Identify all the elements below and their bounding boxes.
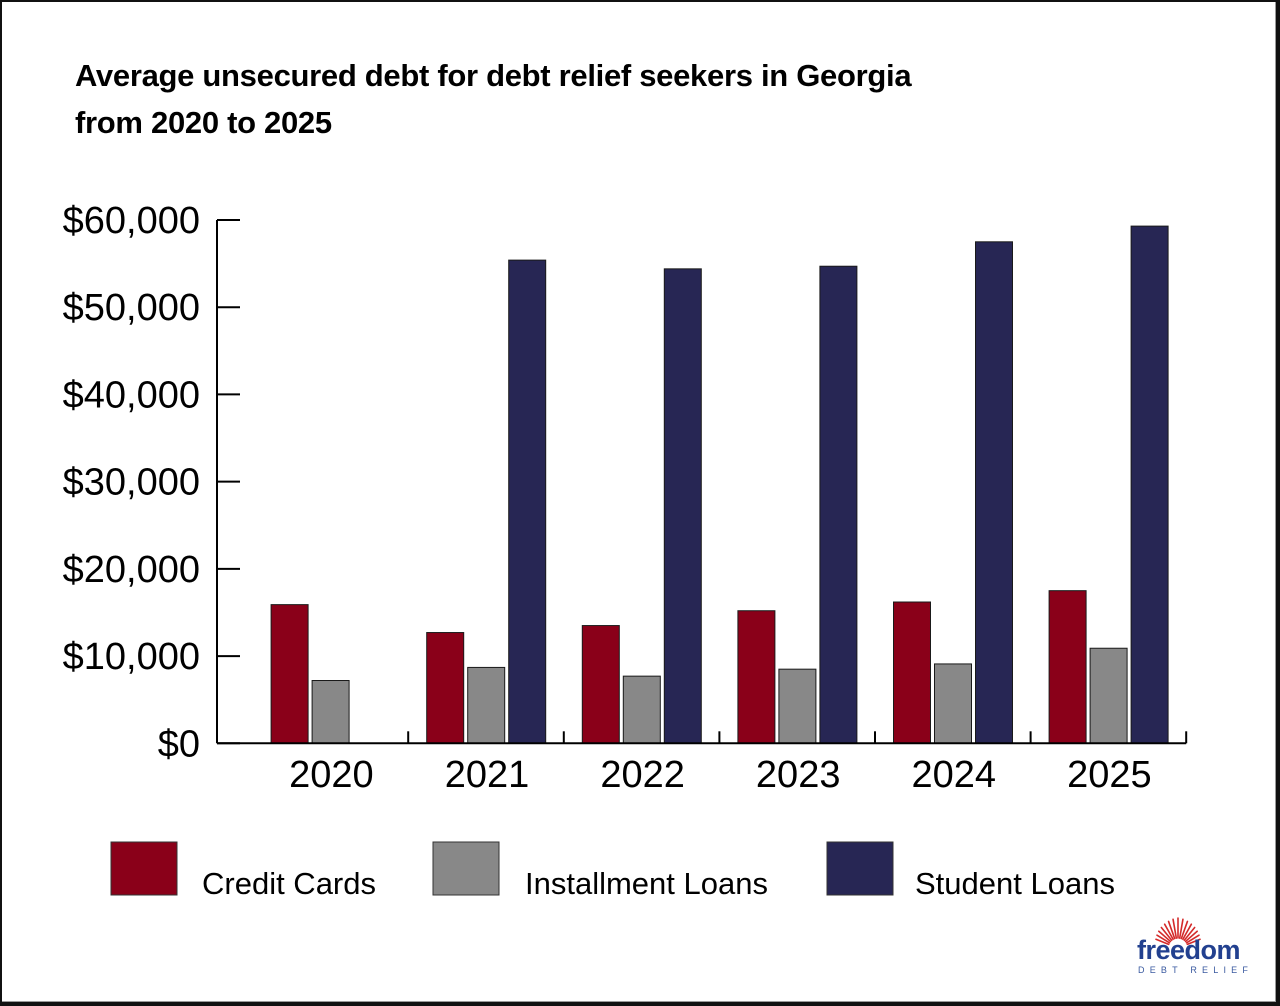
x-tick-label: 2023: [756, 754, 841, 796]
logo-wordmark: freedom: [1137, 935, 1241, 965]
x-axis: 2020 2021 2022 2023 2024 2025: [217, 731, 1188, 796]
bar-student-loans-2022: [663, 268, 702, 744]
bars: [270, 225, 1169, 744]
x-tick-label: 2024: [912, 754, 997, 796]
chart-title: Average unsecured debt for debt relief s…: [75, 52, 1175, 146]
y-tick-label: $0: [158, 723, 200, 765]
bar-installment-loans-2020: [311, 680, 350, 744]
x-tick-label: 2021: [445, 754, 530, 796]
bar-credit-cards-2023: [737, 610, 776, 744]
bar-student-loans-2024: [975, 241, 1013, 744]
bar-installment-loans-2021: [467, 666, 506, 744]
bar-group-2024: [893, 241, 1013, 744]
legend: Credit Cards Installment Loans Student Loa…: [110, 841, 1115, 901]
bar-student-loans-2023: [819, 265, 858, 744]
bar-group-2025: [1048, 225, 1169, 744]
bar-group-2023: [737, 265, 858, 744]
x-tick-label: 2020: [289, 754, 374, 796]
legend-label: Student Loans: [915, 866, 1115, 901]
bar-student-loans-2025: [1130, 225, 1169, 744]
chart-title-line-1: Average unsecured debt for debt relief s…: [75, 58, 912, 93]
y-tick-label: $20,000: [63, 549, 200, 591]
legend-label: Installment Loans: [525, 866, 768, 901]
bar-installment-loans-2022: [622, 675, 661, 744]
bar-credit-cards-2024: [893, 601, 931, 744]
bar-group-2021: [426, 259, 547, 744]
x-tick-label: 2022: [600, 754, 685, 796]
bar-student-loans-2021: [508, 259, 547, 744]
legend-swatch: [826, 841, 894, 896]
legend-item-credit-cards: Credit Cards: [110, 841, 376, 901]
bar-installment-loans-2023: [778, 668, 817, 744]
bar-credit-cards-2025: [1048, 590, 1087, 744]
y-tick-label: $60,000: [63, 200, 200, 242]
x-tick-label: 2025: [1067, 754, 1152, 796]
bar-group-2022: [581, 268, 702, 744]
chart-title-line-2: from 2020 to 2025: [75, 105, 332, 140]
sunburst-icon: [1155, 917, 1201, 946]
bar-credit-cards-2021: [426, 632, 465, 744]
bar-credit-cards-2020: [270, 604, 309, 744]
legend-swatch: [432, 841, 500, 896]
legend-item-installment-loans: Installment Loans: [432, 841, 768, 901]
y-axis: $0 $10,000 $20,000 $30,000 $40,000 $50,000 $60…: [63, 200, 240, 765]
y-tick-label: $50,000: [63, 287, 200, 329]
bar-credit-cards-2022: [581, 625, 620, 744]
y-tick-label: $10,000: [63, 636, 200, 678]
legend-swatch: [110, 841, 178, 896]
legend-item-student-loans: Student Loans: [826, 841, 1115, 901]
y-tick-label: $30,000: [63, 462, 200, 504]
bar-group-2020: [270, 604, 350, 744]
logo-tagline: DEBT RELIEF: [1138, 965, 1254, 975]
y-tick-label: $40,000: [63, 374, 200, 416]
freedom-debt-relief-logo: freedom DEBT RELIEF: [1134, 908, 1258, 980]
legend-label: Credit Cards: [202, 866, 376, 901]
bar-installment-loans-2025: [1089, 647, 1128, 744]
bar-installment-loans-2024: [934, 663, 972, 744]
